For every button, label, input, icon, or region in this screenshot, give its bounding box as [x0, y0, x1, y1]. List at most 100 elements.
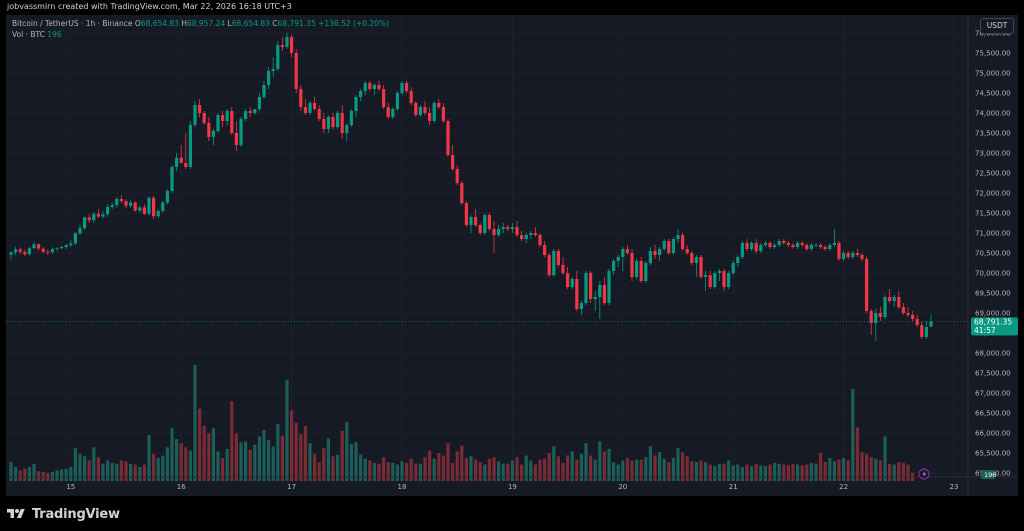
candle — [230, 107, 234, 135]
candle — [685, 245, 689, 255]
candle — [860, 253, 864, 261]
candle — [777, 239, 781, 247]
volume-bar — [331, 456, 335, 481]
volume-bar — [363, 458, 367, 481]
volume-bar — [809, 462, 813, 481]
candle — [786, 241, 790, 247]
volume-bar — [543, 458, 547, 481]
candle — [566, 267, 570, 289]
volume-bar — [570, 451, 574, 481]
volume-bar — [805, 464, 809, 481]
volume-bar — [119, 460, 123, 481]
volume-bar — [828, 457, 832, 481]
brand: TradingView — [6, 502, 120, 526]
volume-bar — [405, 462, 409, 481]
volume-bar — [129, 463, 133, 481]
volume-bar — [694, 462, 698, 481]
chart-area[interactable]: 76,000.0075,500.0075,000.0074,500.0074,0… — [6, 15, 1018, 496]
volume-bar — [115, 463, 119, 481]
candle — [819, 243, 823, 249]
candle — [119, 195, 123, 204]
volume-bar — [106, 460, 110, 481]
candle — [497, 225, 501, 237]
volume-bar — [418, 463, 422, 481]
volume-bar — [73, 448, 77, 481]
volume-bar — [892, 464, 896, 481]
candle — [129, 199, 133, 208]
volume-bar — [170, 428, 174, 481]
price-tick: 65,500.00 — [975, 450, 1011, 458]
candle — [759, 243, 763, 253]
volume-bar — [37, 471, 41, 481]
candle — [464, 201, 468, 227]
volume-bar — [359, 454, 363, 481]
volume-bar — [897, 462, 901, 481]
volume-bar — [60, 469, 64, 481]
volume-bar — [257, 436, 261, 481]
volume-bar — [635, 459, 639, 481]
price-tick: 74,500.00 — [975, 90, 1011, 98]
candle — [409, 87, 413, 105]
volume-bar — [575, 459, 579, 481]
candle — [722, 269, 726, 291]
volume-bar — [625, 457, 629, 481]
candle — [694, 255, 698, 277]
volume-bar — [428, 450, 432, 481]
candle — [556, 249, 560, 267]
candle — [906, 307, 910, 317]
candle — [41, 247, 45, 254]
volume-bar — [786, 465, 790, 481]
volume-bar — [487, 458, 491, 481]
volume-bars — [9, 365, 915, 481]
candle — [110, 202, 114, 209]
volume-bar — [901, 462, 905, 481]
volume-bar — [234, 433, 238, 481]
volume-bar — [9, 462, 13, 481]
low-label: L — [227, 19, 232, 28]
candle — [671, 237, 675, 255]
candlestick-chart[interactable]: 76,000.0075,500.0075,000.0074,500.0074,0… — [6, 15, 1018, 496]
lightning-icon[interactable] — [918, 468, 930, 480]
volume-bar — [497, 461, 501, 481]
candle — [676, 229, 680, 243]
volume-bar — [782, 464, 786, 481]
currency-button[interactable]: USDT — [980, 18, 1014, 34]
volume-bar — [267, 439, 271, 481]
candle — [101, 211, 105, 219]
volume-bar — [18, 470, 22, 481]
volume-bar — [368, 460, 372, 481]
change-value: +136.52 (+0.20%) — [318, 19, 389, 28]
candle — [73, 232, 77, 245]
volume-bar — [796, 464, 800, 481]
volume-bar — [101, 463, 105, 481]
brand-name: TradingView — [32, 506, 120, 522]
candle — [837, 241, 841, 261]
candle — [69, 240, 73, 247]
volume-bar — [547, 453, 551, 481]
volume-bar — [14, 467, 18, 481]
candle — [717, 269, 721, 281]
volume-bar — [644, 457, 648, 481]
volume-bar — [156, 457, 160, 481]
candle — [869, 309, 873, 335]
volume-bar — [768, 464, 772, 481]
volume-bar — [50, 471, 54, 481]
volume-bar — [147, 434, 151, 481]
volume-bar — [354, 442, 358, 481]
volume-bar — [639, 459, 643, 481]
candle — [239, 117, 243, 147]
volume-bar — [717, 463, 721, 481]
candle — [216, 113, 220, 133]
volume-bar — [225, 448, 229, 481]
candle — [658, 247, 662, 261]
volume-bar — [814, 463, 818, 481]
candle — [520, 231, 524, 241]
candle — [883, 295, 887, 319]
candle — [929, 314, 933, 327]
volume-bar — [110, 462, 114, 481]
candle — [809, 243, 813, 251]
candle — [538, 233, 542, 247]
volume-bar — [409, 458, 413, 481]
volume-bar — [842, 457, 846, 481]
candle — [317, 105, 321, 121]
